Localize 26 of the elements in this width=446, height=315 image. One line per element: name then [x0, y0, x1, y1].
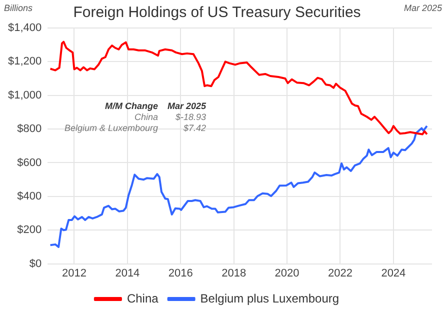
y-tick-label: $1,200 [8, 56, 42, 68]
legend-label: Belgium plus Luxembourg [200, 291, 340, 306]
y-tick-label: $400 [17, 190, 42, 202]
x-tick-label: 2018 [222, 267, 246, 280]
x-tick-label: 2024 [381, 267, 406, 280]
annotation: China [134, 112, 158, 122]
y-tick-label: $800 [17, 123, 42, 136]
chart-subtitle: Mar 2025 [404, 3, 443, 13]
x-tick-label: 2014 [115, 267, 140, 280]
x-tick-label: 2022 [328, 267, 352, 280]
y-tick-label: $600 [17, 156, 42, 169]
annotation: $7.42 [182, 123, 206, 134]
y-tick-label: $1,400 [8, 22, 42, 34]
annotation: Mar 2025 [168, 101, 208, 112]
x-tick-label: 2012 [62, 267, 86, 280]
chart-title: Foreign Holdings of US Treasury Securities [73, 4, 361, 22]
annotation: M/M Change [105, 101, 158, 112]
y-tick-label: $200 [17, 224, 42, 236]
annotation: $-18.93 [174, 112, 206, 122]
y-tick-label: $0 [29, 258, 42, 270]
x-tick-label: 2020 [274, 267, 300, 280]
annotation: Belgium & Luxembourg [64, 123, 158, 134]
legend-label: China [126, 291, 159, 306]
y-tick-label: $1,000 [8, 89, 42, 102]
y-axis-title: Billions [4, 3, 34, 13]
x-tick-label: 2016 [168, 267, 193, 280]
